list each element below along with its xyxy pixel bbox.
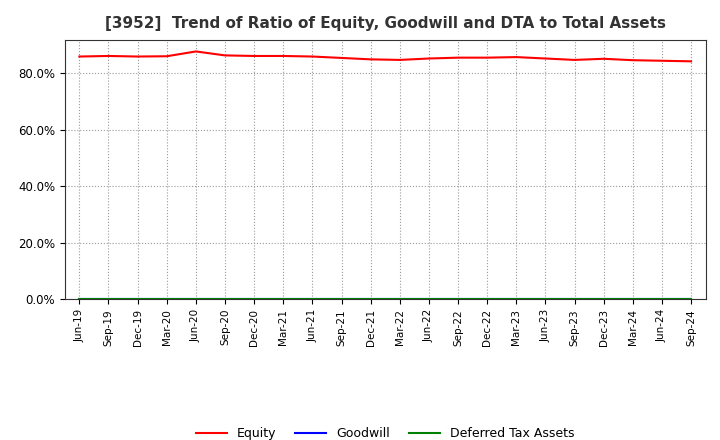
- Equity: [75, 54, 84, 59]
- Equity: [483, 55, 492, 60]
- Equity: [366, 57, 375, 62]
- Deferred Tax Assets: [483, 297, 492, 302]
- Deferred Tax Assets: [279, 297, 287, 302]
- Title: [3952]  Trend of Ratio of Equity, Goodwill and DTA to Total Assets: [3952] Trend of Ratio of Equity, Goodwil…: [104, 16, 666, 32]
- Goodwill: [192, 297, 200, 302]
- Goodwill: [220, 297, 229, 302]
- Deferred Tax Assets: [425, 297, 433, 302]
- Goodwill: [483, 297, 492, 302]
- Goodwill: [104, 297, 113, 302]
- Equity: [425, 56, 433, 61]
- Equity: [512, 55, 521, 60]
- Deferred Tax Assets: [629, 297, 637, 302]
- Equity: [308, 54, 317, 59]
- Equity: [220, 53, 229, 58]
- Deferred Tax Assets: [250, 297, 258, 302]
- Goodwill: [512, 297, 521, 302]
- Deferred Tax Assets: [657, 297, 666, 302]
- Goodwill: [163, 297, 171, 302]
- Deferred Tax Assets: [220, 297, 229, 302]
- Goodwill: [541, 297, 550, 302]
- Legend: Equity, Goodwill, Deferred Tax Assets: Equity, Goodwill, Deferred Tax Assets: [191, 422, 580, 440]
- Equity: [629, 58, 637, 63]
- Goodwill: [250, 297, 258, 302]
- Equity: [104, 53, 113, 59]
- Deferred Tax Assets: [163, 297, 171, 302]
- Equity: [657, 58, 666, 63]
- Equity: [337, 55, 346, 61]
- Equity: [454, 55, 462, 60]
- Goodwill: [570, 297, 579, 302]
- Equity: [541, 56, 550, 61]
- Deferred Tax Assets: [512, 297, 521, 302]
- Deferred Tax Assets: [599, 297, 608, 302]
- Goodwill: [629, 297, 637, 302]
- Goodwill: [657, 297, 666, 302]
- Goodwill: [395, 297, 404, 302]
- Equity: [133, 54, 142, 59]
- Deferred Tax Assets: [541, 297, 550, 302]
- Line: Equity: Equity: [79, 51, 691, 61]
- Deferred Tax Assets: [192, 297, 200, 302]
- Goodwill: [366, 297, 375, 302]
- Equity: [192, 49, 200, 54]
- Goodwill: [454, 297, 462, 302]
- Deferred Tax Assets: [308, 297, 317, 302]
- Equity: [599, 56, 608, 62]
- Goodwill: [308, 297, 317, 302]
- Goodwill: [75, 297, 84, 302]
- Deferred Tax Assets: [687, 297, 696, 302]
- Goodwill: [279, 297, 287, 302]
- Equity: [687, 59, 696, 64]
- Deferred Tax Assets: [104, 297, 113, 302]
- Deferred Tax Assets: [366, 297, 375, 302]
- Goodwill: [133, 297, 142, 302]
- Goodwill: [599, 297, 608, 302]
- Equity: [570, 57, 579, 62]
- Deferred Tax Assets: [75, 297, 84, 302]
- Equity: [279, 53, 287, 59]
- Deferred Tax Assets: [337, 297, 346, 302]
- Goodwill: [425, 297, 433, 302]
- Deferred Tax Assets: [133, 297, 142, 302]
- Goodwill: [687, 297, 696, 302]
- Equity: [163, 54, 171, 59]
- Equity: [395, 57, 404, 62]
- Goodwill: [337, 297, 346, 302]
- Deferred Tax Assets: [395, 297, 404, 302]
- Deferred Tax Assets: [454, 297, 462, 302]
- Equity: [250, 53, 258, 59]
- Deferred Tax Assets: [570, 297, 579, 302]
